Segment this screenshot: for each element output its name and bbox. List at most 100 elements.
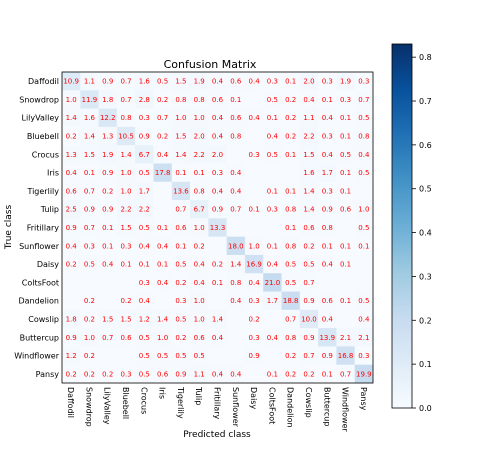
cell-value-label: 0.1 [358,242,369,250]
cell-value-label: 0.7 [303,279,314,287]
cell-value-label: 0.4 [66,169,78,177]
cell-value-label: 1.0 [194,114,205,122]
heatmap-cell [62,126,81,146]
cell-value-label: 18.8 [283,297,299,305]
heatmap-cell [281,218,301,238]
cell-value-label: 1.6 [303,169,315,177]
heatmap-cell [62,218,81,238]
cell-value-label: 1.9 [102,151,113,159]
heatmap-cell [135,236,154,256]
cell-value-label: 0.2 [285,370,296,378]
cell-value-label: 0.1 [322,370,333,378]
heatmap-cell [208,72,228,91]
cell-value-label: 1.0 [120,187,131,195]
heatmap-cell [116,126,136,146]
x-tick-label: Bluebell [121,387,130,419]
cell-value-label: 0.5 [358,224,369,232]
cell-value-label: 0.8 [358,133,369,141]
cell-value-label: 0.7 [175,206,186,214]
cell-value-label: 1.9 [194,78,205,86]
cell-value-label: 0.2 [194,242,205,250]
heatmap-cell [354,236,374,256]
cell-value-label: 0.4 [139,242,151,250]
heatmap-cell [244,126,264,146]
heatmap-cell [281,108,301,128]
cell-value-label: 0.1 [120,261,131,269]
heatmap-cell [62,346,81,366]
cell-value-label: 0.3 [120,370,131,378]
heatmap-cell [116,108,136,128]
heatmap-cell [336,181,356,201]
y-tick-label: Daisy [37,260,59,269]
cell-value-label: 1.4 [175,151,187,159]
heatmap-cell [62,181,81,201]
heatmap-cell [62,90,81,109]
cell-value-label: 1.2 [66,352,77,360]
cell-value-label: 0.5 [267,96,278,104]
heatmap-cell [336,309,356,329]
heatmap-cell [299,72,319,91]
cell-value-label: 2.2 [194,151,205,159]
heatmap-cell [336,126,356,146]
cell-value-label: 0.9 [175,370,186,378]
cell-value-label: 0.9 [212,206,223,214]
cell-value-label: 1.0 [84,334,95,342]
heatmap-cell [62,364,81,384]
heatmap-cell [98,163,118,183]
y-tick-label: Crocus [32,150,59,159]
cell-value-label: 1.0 [358,206,369,214]
y-tick-label: Buttercup [20,333,59,342]
colorbar: 0.0 0.1 0.2 0.3 0.4 0.5 0.6 0.7 0.8 [391,43,432,413]
cell-value-label: 0.4 [157,242,169,250]
cell-value-label: 0.7 [102,334,113,342]
cell-value-label: 0.9 [303,334,314,342]
heatmap-cell [171,163,191,183]
heatmap-cell [153,273,173,292]
cell-value-label: 0.6 [157,370,169,378]
cell-value-label: 13.3 [210,224,226,232]
cell-value-label: 0.5 [175,315,186,323]
colorbar-tick-label: 0.4 [419,229,432,238]
heatmap-cell [208,236,228,256]
heatmap-cell [336,108,356,128]
cell-value-label: 0.9 [322,352,333,360]
heatmap-cell [354,145,374,164]
cell-value-label: 16.8 [338,352,354,360]
cell-value-label: 0.1 [340,114,351,122]
cell-value-label: 0.1 [322,242,333,250]
heatmap-cell [190,291,209,311]
x-tick-label: Snowdrop [84,387,93,427]
heatmap-cell [116,181,136,201]
heatmap-cell [98,200,118,219]
cell-value-label: 0.4 [157,279,169,287]
x-tick-label: Iris [158,387,167,399]
cell-value-label: 0.1 [285,78,296,86]
heatmap-cell [318,108,337,128]
cell-value-label: 0.8 [120,114,131,122]
heatmap-cell [98,72,118,91]
y-axis-label: True class [4,205,14,251]
heatmap-cell [98,236,118,256]
x-tick-label: Crocus [139,387,148,414]
cell-value-label: 0.3 [84,242,95,250]
cell-value-label: 0.4 [322,261,334,269]
cell-value-label: 1.1 [303,114,314,122]
cell-value-label: 0.1 [249,206,260,214]
cell-value-label: 0.2 [285,133,296,141]
heatmap-cell [153,254,173,274]
x-tick-label: Cowslip [304,387,313,418]
cell-value-label: 0.9 [249,352,260,360]
heatmap-cell [208,346,228,366]
heatmap-cell [98,328,118,347]
cell-value-label: 0.5 [139,169,150,177]
heatmap-cell [171,108,191,128]
heatmap-cell [80,291,99,311]
cell-value-label: 1.1 [84,78,95,86]
heatmap-cell [208,254,228,274]
cell-value-label: 6.7 [139,151,150,159]
cell-value-label: 0.3 [175,297,186,305]
heatmap-cell [336,328,356,347]
heatmap-cell [208,145,228,164]
cell-value-label: 0.4 [157,151,169,159]
cell-value-label: 0.5 [194,352,205,360]
